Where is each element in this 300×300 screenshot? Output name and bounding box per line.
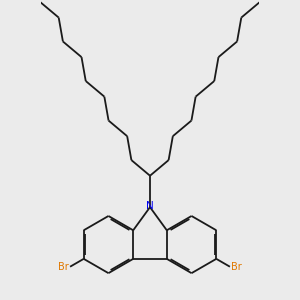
Text: Br: Br xyxy=(231,262,242,272)
Text: Br: Br xyxy=(58,262,69,272)
Text: N: N xyxy=(146,201,154,211)
